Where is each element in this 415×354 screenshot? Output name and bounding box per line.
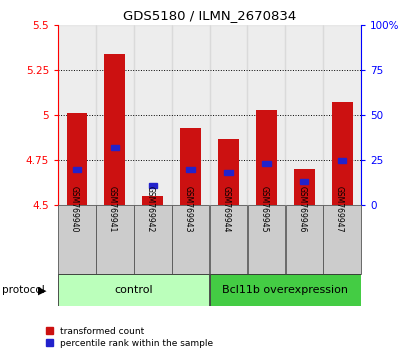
- Bar: [338, 158, 346, 163]
- Bar: [142, 196, 163, 205]
- Text: GSM769940: GSM769940: [70, 185, 79, 232]
- Text: control: control: [115, 285, 153, 295]
- Bar: [96, 25, 134, 205]
- Bar: [180, 128, 201, 205]
- Bar: [149, 183, 157, 188]
- Text: GSM769945: GSM769945: [259, 185, 268, 232]
- Bar: [286, 25, 323, 205]
- Bar: [134, 25, 172, 205]
- FancyBboxPatch shape: [323, 205, 361, 274]
- Bar: [111, 145, 119, 150]
- Text: ▶: ▶: [38, 285, 46, 295]
- Text: protocol: protocol: [2, 285, 45, 295]
- Bar: [218, 138, 239, 205]
- FancyBboxPatch shape: [286, 205, 323, 274]
- FancyBboxPatch shape: [210, 205, 247, 274]
- Legend: transformed count, percentile rank within the sample: transformed count, percentile rank withi…: [46, 327, 214, 348]
- Text: GSM769947: GSM769947: [335, 185, 344, 232]
- FancyBboxPatch shape: [134, 205, 171, 274]
- FancyBboxPatch shape: [96, 205, 134, 274]
- Bar: [323, 25, 361, 205]
- Bar: [294, 169, 315, 205]
- Text: Bcl11b overexpression: Bcl11b overexpression: [222, 285, 348, 295]
- FancyBboxPatch shape: [210, 274, 361, 306]
- FancyBboxPatch shape: [58, 274, 210, 306]
- Bar: [225, 170, 233, 175]
- Bar: [262, 161, 271, 166]
- Bar: [332, 102, 352, 205]
- Text: GSM769943: GSM769943: [183, 185, 193, 232]
- Bar: [73, 167, 81, 172]
- FancyBboxPatch shape: [58, 205, 96, 274]
- Bar: [58, 25, 96, 205]
- Bar: [67, 113, 88, 205]
- Bar: [247, 25, 285, 205]
- Bar: [300, 179, 308, 184]
- Text: GSM769942: GSM769942: [146, 185, 155, 232]
- Text: GSM769944: GSM769944: [222, 185, 230, 232]
- Text: GSM769946: GSM769946: [297, 185, 306, 232]
- Bar: [186, 167, 195, 172]
- FancyBboxPatch shape: [172, 205, 210, 274]
- Bar: [210, 25, 247, 205]
- Title: GDS5180 / ILMN_2670834: GDS5180 / ILMN_2670834: [123, 9, 296, 22]
- Text: GSM769941: GSM769941: [108, 185, 117, 232]
- Bar: [256, 110, 277, 205]
- Bar: [105, 54, 125, 205]
- FancyBboxPatch shape: [248, 205, 285, 274]
- Bar: [172, 25, 210, 205]
